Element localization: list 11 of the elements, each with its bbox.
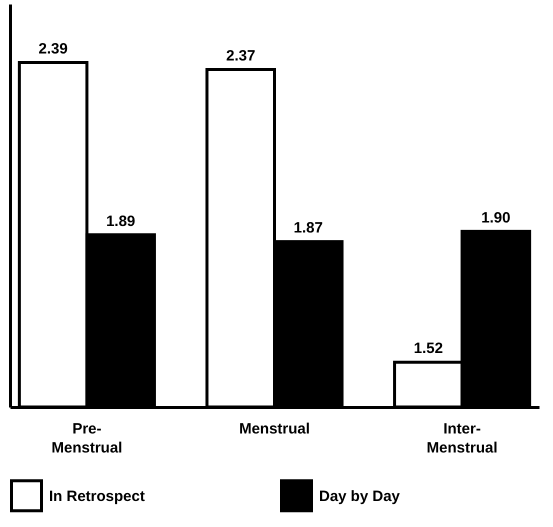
x-tick-label: Inter- Menstrual bbox=[426, 420, 498, 456]
legend-label: Day by Day bbox=[319, 488, 401, 505]
data-label: 1.90 bbox=[481, 209, 510, 226]
x-tick-label: Menstrual bbox=[239, 420, 310, 438]
data-label: 1.87 bbox=[294, 220, 323, 237]
data-label: 2.37 bbox=[226, 47, 256, 64]
x-tick-label: Pre- Menstrual bbox=[51, 420, 122, 456]
data-label: 2.39 bbox=[38, 40, 68, 58]
legend-label: In Retrospect bbox=[49, 488, 145, 505]
data-label: 1.89 bbox=[106, 212, 136, 230]
data-label: 1.52 bbox=[414, 340, 443, 358]
